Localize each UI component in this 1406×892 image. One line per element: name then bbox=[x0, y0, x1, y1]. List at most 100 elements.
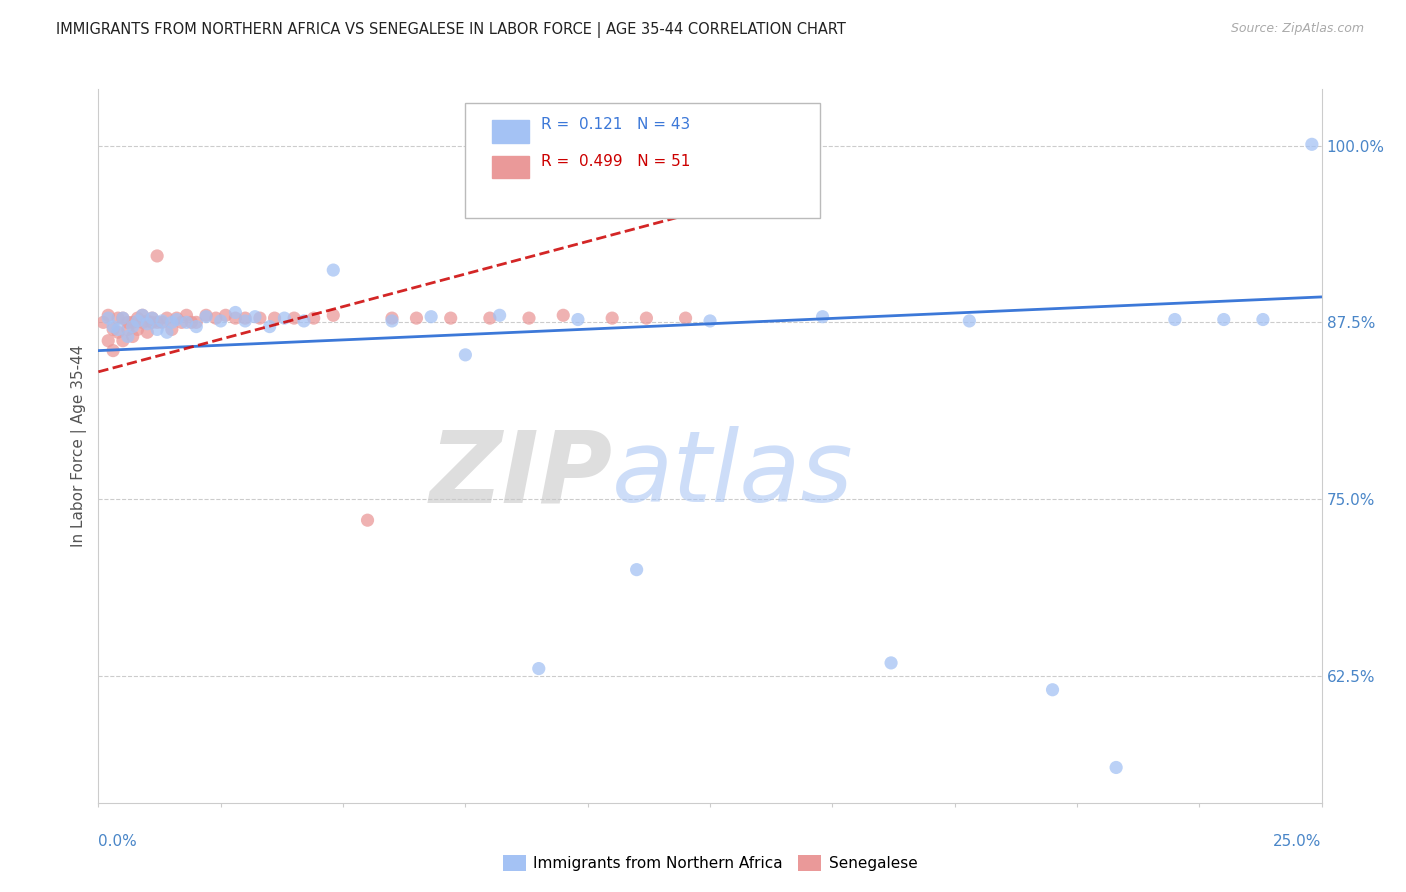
Point bbox=[121, 329, 143, 343]
Point bbox=[224, 305, 246, 319]
FancyBboxPatch shape bbox=[465, 103, 820, 218]
Point bbox=[567, 312, 589, 326]
Point bbox=[1164, 312, 1187, 326]
Point bbox=[322, 263, 344, 277]
Point bbox=[141, 311, 163, 326]
Point bbox=[136, 317, 159, 331]
Point bbox=[127, 322, 149, 336]
Point bbox=[224, 311, 246, 326]
Point bbox=[259, 319, 281, 334]
Point bbox=[381, 314, 404, 328]
Point bbox=[107, 325, 129, 339]
Point bbox=[146, 322, 169, 336]
Point bbox=[243, 310, 266, 324]
Legend: Immigrants from Northern Africa, Senegalese: Immigrants from Northern Africa, Senegal… bbox=[496, 849, 924, 877]
Point bbox=[454, 348, 477, 362]
Point bbox=[322, 308, 344, 322]
Text: R =  0.499   N = 51: R = 0.499 N = 51 bbox=[541, 154, 690, 169]
Point bbox=[880, 656, 903, 670]
Text: R =  0.121   N = 43: R = 0.121 N = 43 bbox=[541, 118, 690, 132]
Point bbox=[214, 308, 236, 322]
Point bbox=[150, 315, 173, 329]
Point bbox=[356, 513, 378, 527]
Point bbox=[553, 308, 575, 322]
Point bbox=[101, 319, 124, 334]
Text: atlas: atlas bbox=[612, 426, 853, 523]
Point bbox=[205, 311, 228, 326]
Point bbox=[160, 322, 183, 336]
Point bbox=[957, 314, 980, 328]
Point bbox=[121, 319, 143, 334]
Point bbox=[146, 315, 169, 329]
Point bbox=[1301, 137, 1323, 152]
Point bbox=[626, 563, 648, 577]
Point bbox=[156, 311, 179, 326]
Point bbox=[1212, 312, 1234, 326]
Point bbox=[136, 325, 159, 339]
Bar bbox=[492, 155, 529, 178]
Point bbox=[273, 311, 295, 326]
Point bbox=[127, 311, 149, 326]
Point bbox=[97, 308, 120, 322]
Point bbox=[131, 308, 153, 322]
Point bbox=[176, 315, 198, 329]
Point bbox=[101, 343, 124, 358]
Point bbox=[141, 311, 163, 326]
Point bbox=[1105, 760, 1128, 774]
Point bbox=[699, 314, 721, 328]
Point bbox=[136, 314, 159, 328]
Point bbox=[527, 662, 550, 676]
Point bbox=[166, 311, 188, 326]
Text: 25.0%: 25.0% bbox=[1274, 834, 1322, 849]
Point bbox=[166, 312, 188, 326]
Point bbox=[195, 308, 218, 322]
Point bbox=[97, 334, 120, 348]
Point bbox=[811, 310, 834, 324]
Point bbox=[91, 315, 114, 329]
Text: IMMIGRANTS FROM NORTHERN AFRICA VS SENEGALESE IN LABOR FORCE | AGE 35-44 CORRELA: IMMIGRANTS FROM NORTHERN AFRICA VS SENEG… bbox=[56, 22, 846, 38]
Point bbox=[97, 311, 120, 326]
Point bbox=[150, 314, 173, 328]
Point bbox=[160, 315, 183, 329]
Text: ZIP: ZIP bbox=[429, 426, 612, 523]
Point bbox=[107, 311, 129, 326]
Point bbox=[131, 315, 153, 329]
Point bbox=[381, 311, 404, 326]
Point bbox=[488, 308, 510, 322]
Point bbox=[195, 310, 218, 324]
Bar bbox=[492, 120, 529, 143]
Point bbox=[141, 315, 163, 329]
Point bbox=[302, 311, 325, 326]
Point bbox=[233, 311, 256, 326]
Point bbox=[263, 311, 285, 326]
Point bbox=[405, 311, 427, 326]
Point bbox=[420, 310, 443, 324]
Point bbox=[675, 311, 697, 326]
Point bbox=[249, 311, 271, 326]
Point bbox=[117, 329, 139, 343]
Point bbox=[292, 314, 315, 328]
Point bbox=[283, 311, 305, 326]
Point bbox=[121, 315, 143, 329]
Point bbox=[111, 311, 134, 326]
Point bbox=[170, 315, 193, 329]
Point bbox=[186, 319, 208, 334]
Point bbox=[600, 311, 623, 326]
Point bbox=[111, 311, 134, 326]
Y-axis label: In Labor Force | Age 35-44: In Labor Force | Age 35-44 bbox=[72, 345, 87, 547]
Point bbox=[111, 334, 134, 348]
Point bbox=[186, 315, 208, 329]
Point bbox=[233, 314, 256, 328]
Point bbox=[107, 322, 129, 336]
Point bbox=[180, 315, 202, 329]
Text: 0.0%: 0.0% bbox=[98, 834, 138, 849]
Point bbox=[1042, 682, 1064, 697]
Point bbox=[209, 314, 232, 328]
Point bbox=[146, 249, 169, 263]
Point bbox=[101, 322, 124, 336]
Point bbox=[156, 325, 179, 339]
Point bbox=[127, 314, 149, 328]
Point bbox=[117, 322, 139, 336]
Text: Source: ZipAtlas.com: Source: ZipAtlas.com bbox=[1230, 22, 1364, 36]
Point bbox=[478, 311, 501, 326]
